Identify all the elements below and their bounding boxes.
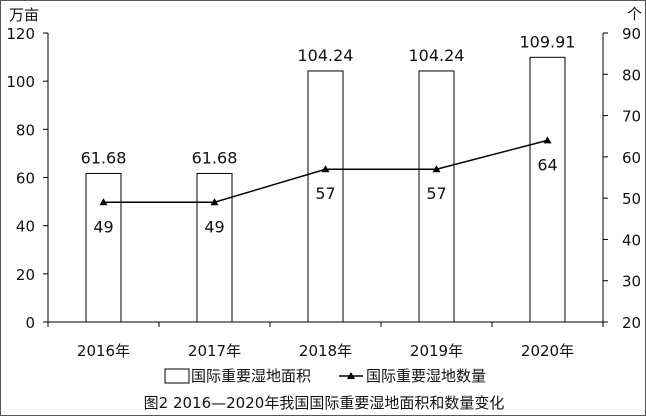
- right-tick-label: 40: [622, 231, 641, 249]
- left-tick-label: 120: [6, 25, 35, 43]
- right-tick-label: 20: [622, 314, 641, 332]
- line-value-label: 57: [426, 184, 446, 203]
- left-tick-label: 60: [16, 170, 35, 188]
- x-tick-label: 2017年: [188, 342, 241, 360]
- left-tick-label: 80: [16, 121, 35, 139]
- right-tick-label: 30: [622, 273, 641, 291]
- x-tick-label: 2019年: [410, 342, 463, 360]
- bar: [85, 172, 122, 323]
- x-tick-label: 2016年: [77, 342, 130, 360]
- left-tick-label: 0: [25, 314, 35, 332]
- chart-caption: 图2 2016—2020年我国国际重要湿地面积和数量变化: [144, 394, 505, 412]
- left-tick-label: 20: [16, 266, 35, 284]
- right-tick-label: 80: [622, 66, 641, 84]
- bar: [418, 70, 455, 323]
- bar: [196, 172, 233, 323]
- left-tick-label: 100: [6, 73, 35, 91]
- legend-line-label: 国际重要湿地数量: [366, 367, 486, 385]
- bar: [307, 70, 344, 323]
- line-point-marker: [210, 198, 219, 206]
- line-series: [99, 136, 552, 206]
- bar-value-label: 61.68: [192, 148, 238, 167]
- data-labels: 61.68 61.68 104.24 104.24 109.91 49 49 57 57 64: [81, 32, 576, 236]
- legend: 国际重要湿地面积 国际重要湿地数量: [164, 367, 486, 385]
- bar-value-label: 61.68: [81, 148, 127, 167]
- x-tick-label: 2020年: [521, 342, 574, 360]
- line-point-marker: [543, 136, 552, 144]
- line-value-label: 49: [204, 217, 224, 236]
- left-axis-unit: 万亩: [9, 6, 39, 24]
- x-tick-label: 2018年: [299, 342, 352, 360]
- bar-series: [85, 56, 566, 323]
- right-tick-label: 90: [622, 25, 641, 43]
- line-point-marker: [99, 198, 108, 206]
- line-value-label: 64: [537, 155, 557, 174]
- legend-bar-label: 国际重要湿地面积: [191, 367, 311, 385]
- legend-triangle-marker: [347, 372, 355, 379]
- line-point-marker: [321, 165, 330, 173]
- axes: 0 20 40 60 80 100 120 20 30 40 50 60 70 80 90 2016年 2017…: [6, 25, 641, 360]
- right-tick-label: 70: [622, 108, 641, 126]
- line-value-label: 49: [93, 217, 113, 236]
- bar: [529, 56, 566, 323]
- right-axis-unit: 个: [627, 5, 642, 23]
- bar-value-label: 104.24: [409, 46, 465, 65]
- legend-bar-swatch: [164, 368, 190, 384]
- right-tick-label: 50: [622, 190, 641, 208]
- line-point-marker: [432, 165, 441, 173]
- left-tick-label: 40: [16, 218, 35, 236]
- right-tick-label: 60: [622, 149, 641, 167]
- bar-value-label: 109.91: [520, 32, 576, 51]
- line-value-label: 57: [315, 184, 335, 203]
- bar-value-label: 104.24: [298, 46, 354, 65]
